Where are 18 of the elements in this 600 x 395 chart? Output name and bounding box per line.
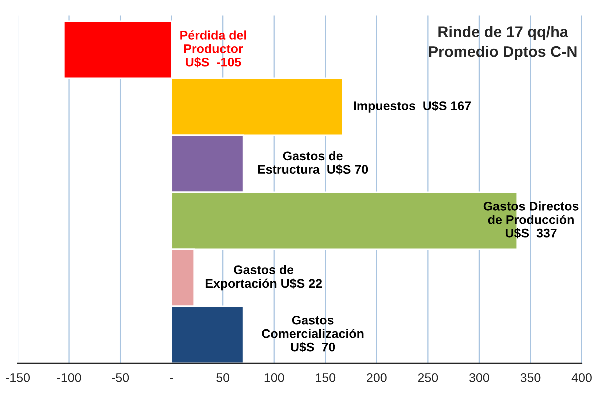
data-label: Impuestos U$S 167	[354, 101, 472, 113]
x-tick-label: -100	[57, 373, 82, 382]
x-tick-label: 150	[316, 373, 336, 382]
data-label: Gastos Comercialización U$S 70	[262, 316, 364, 353]
x-tick-label: 400	[572, 373, 592, 382]
data-label: Gastos de Estructura U$S 70	[258, 151, 368, 175]
x-tick-label: 50	[216, 373, 230, 382]
x-tick-label: 250	[418, 373, 438, 382]
x-tick-label: -150	[6, 373, 30, 382]
x-tick-label: 200	[367, 373, 387, 382]
x-tick-label: -	[170, 378, 174, 380]
x-tick-label: 350	[520, 373, 541, 382]
data-label: Gastos de Exportación U$S 22	[206, 265, 322, 291]
x-tick-label: 100	[264, 373, 284, 382]
x-tick-label: 300	[470, 373, 490, 382]
x-tick-label: -50	[112, 373, 130, 382]
text: Rinde de 17 qq/ha Promedio Dptos C-N	[429, 26, 577, 60]
data-label: Pérdida del Productor U$S -105	[180, 30, 246, 68]
